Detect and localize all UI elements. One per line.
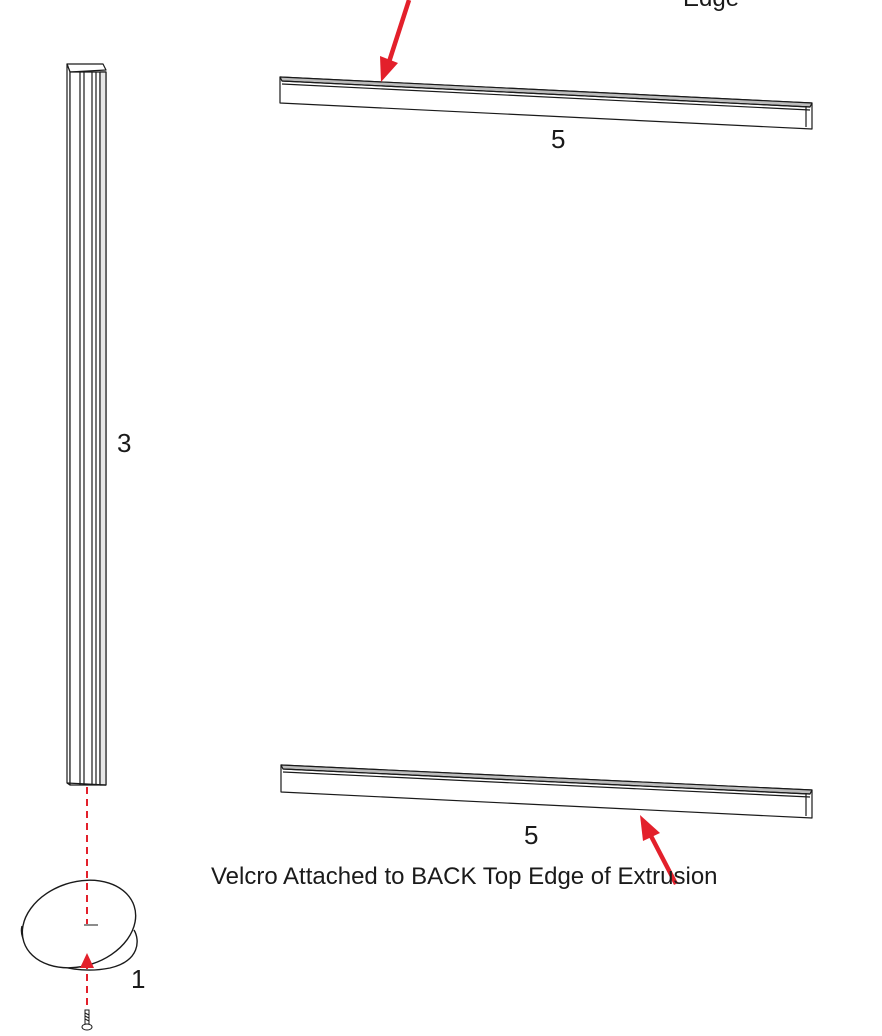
note-velcro-bottom: Velcro Attached to BACK Top Edge of Extr… <box>211 863 718 890</box>
part-label-post: 3 <box>117 428 132 458</box>
part-label-rail-top: 5 <box>551 124 566 154</box>
arrow-bottom-rail-icon <box>640 815 678 886</box>
rail-bottom <box>280 764 813 819</box>
round-base <box>20 879 138 971</box>
screw-icon <box>81 1009 93 1031</box>
note-top-partial: Edge <box>683 0 739 11</box>
part-label-base: 1 <box>131 964 146 994</box>
vertical-post <box>66 63 107 786</box>
arrow-head-screw-icon <box>80 953 94 968</box>
arrow-top-rail-icon <box>380 0 412 82</box>
part-label-rail-bottom: 5 <box>524 820 539 850</box>
rail-top <box>279 76 813 130</box>
